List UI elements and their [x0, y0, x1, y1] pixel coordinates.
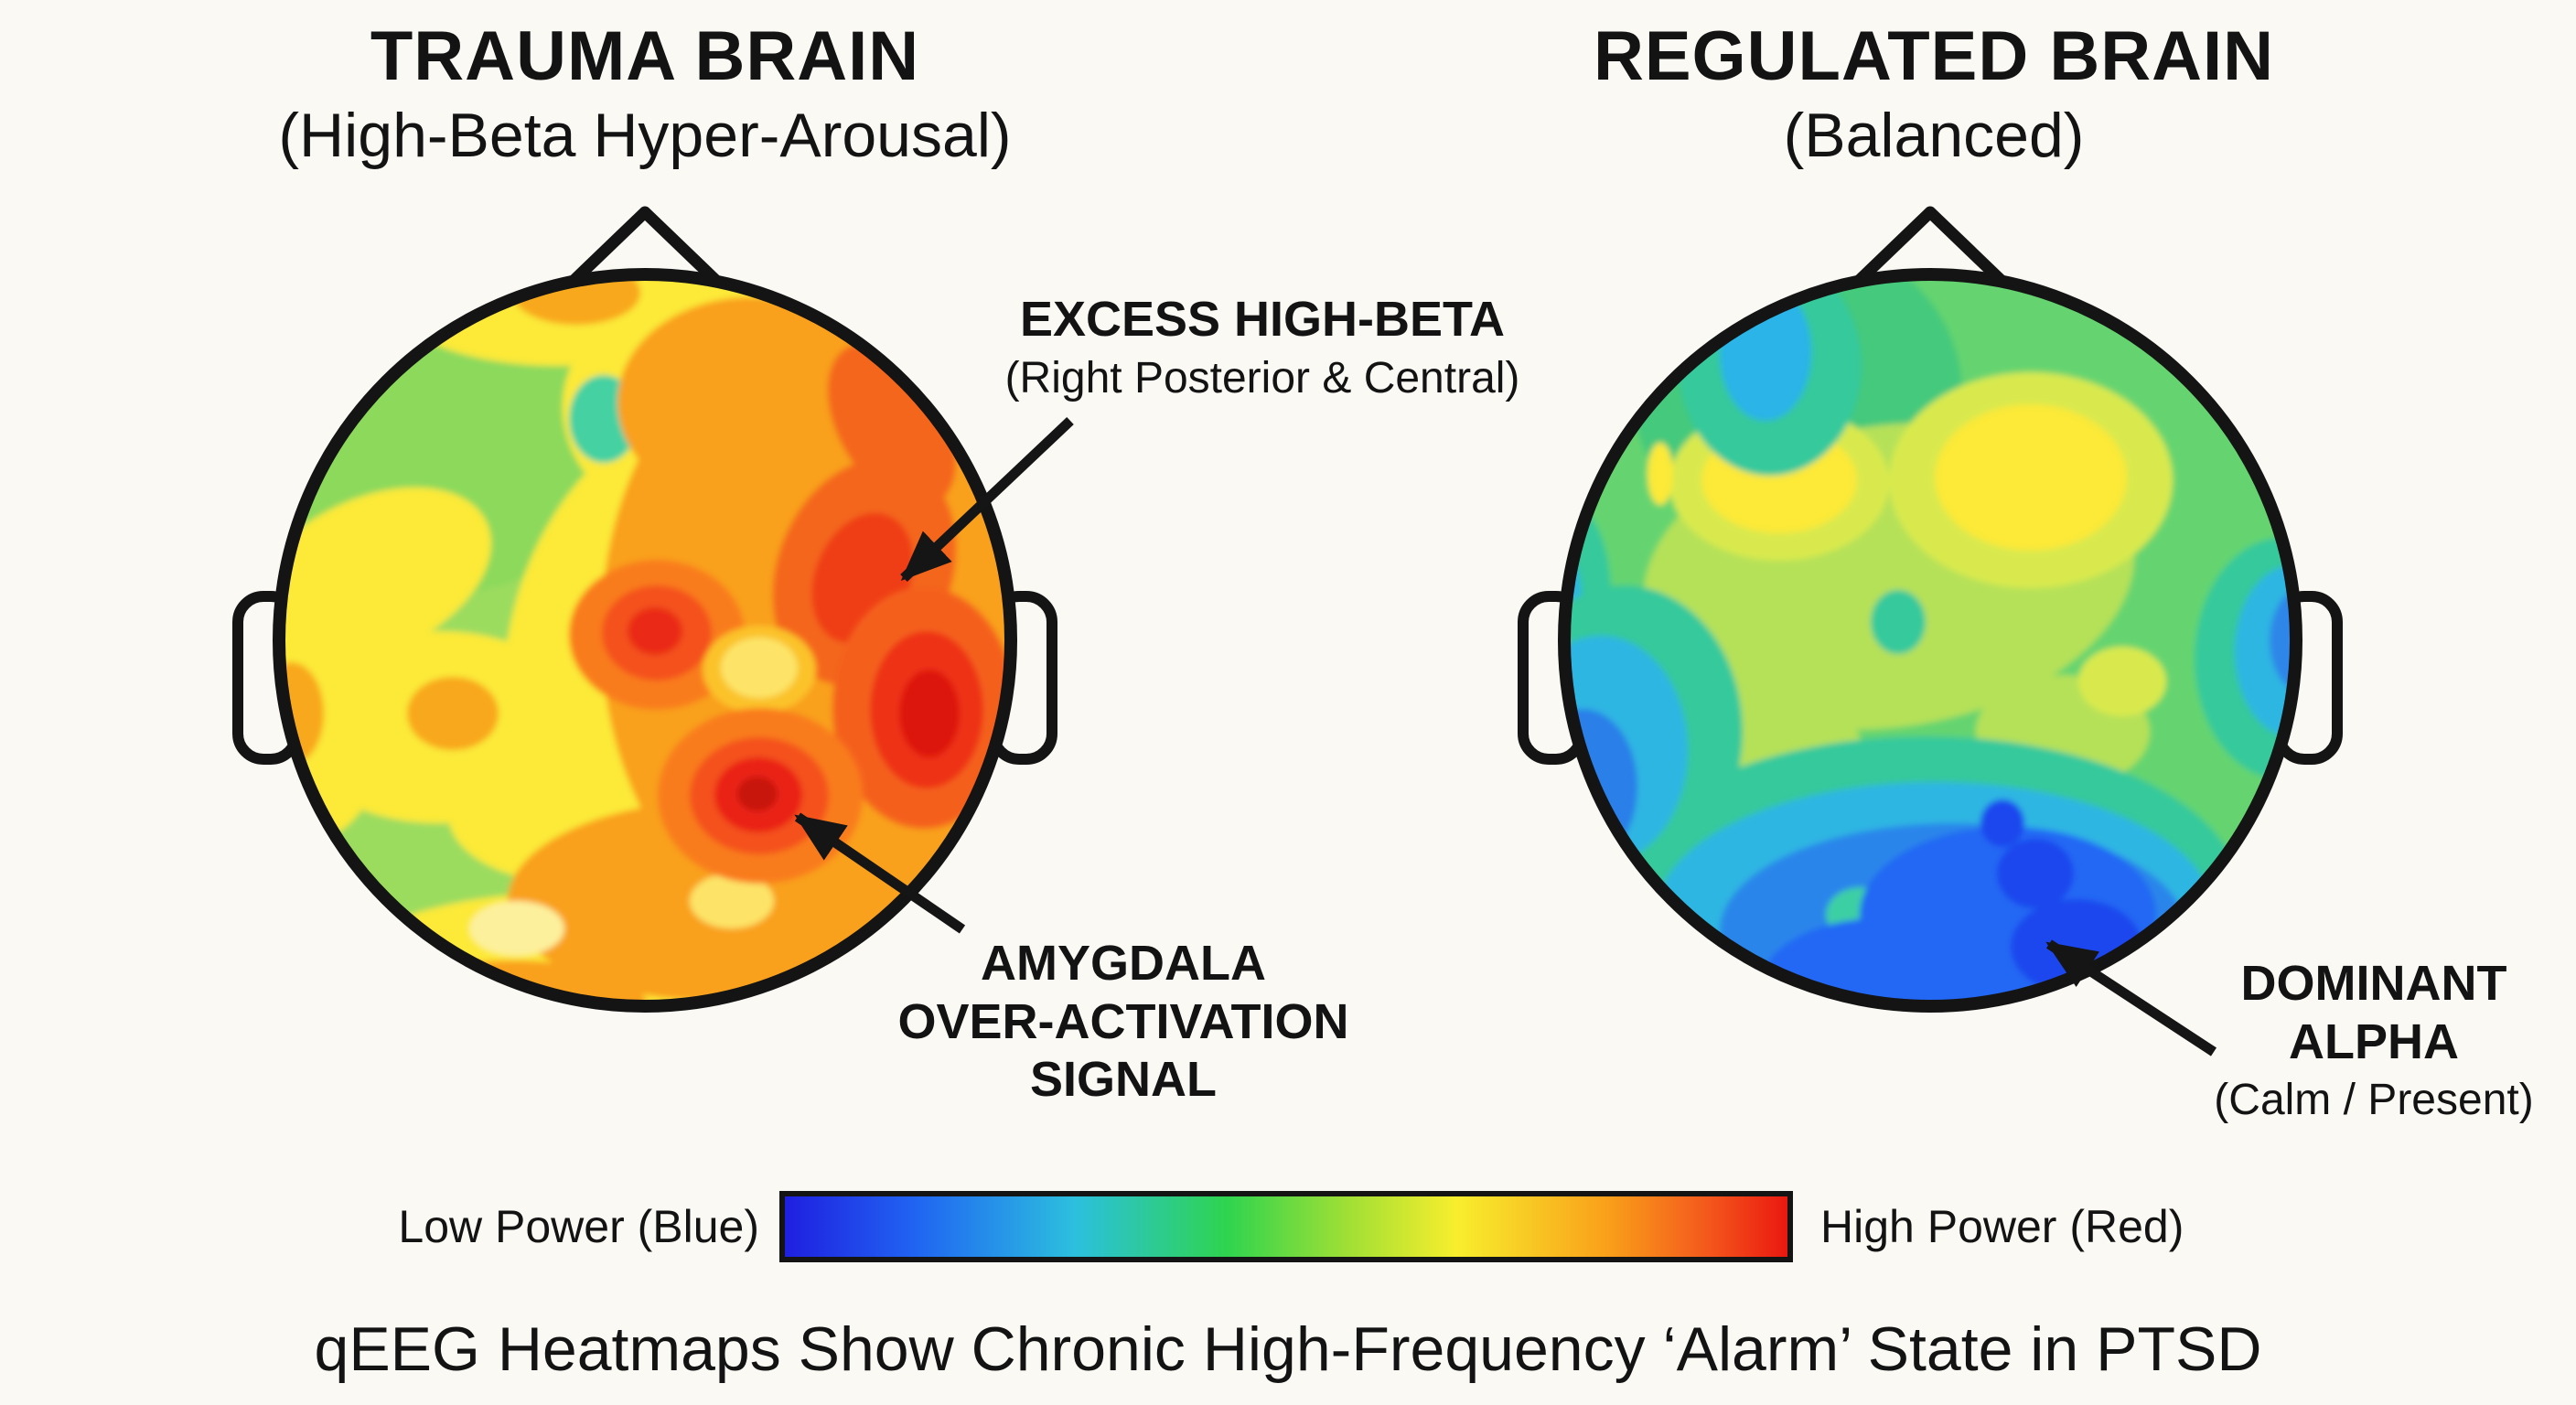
excess-high-beta-sublabel: (Right Posterior & Central)	[1004, 353, 1520, 402]
left-panel-title: TRAUMA BRAIN	[370, 17, 920, 95]
right-panel-subtitle: (Balanced)	[1783, 101, 2085, 170]
regulated-brain-heatmap	[1518, 206, 2343, 1013]
colorbar-high-label: High Power (Red)	[1820, 1201, 2184, 1252]
amygdala-hotspot	[658, 708, 863, 884]
regulated-heatmap-blobs	[1568, 278, 2292, 1003]
amygdala-label-line2: OVER-ACTIVATION	[897, 993, 1349, 1049]
left-panel-subtitle: (High-Beta Hyper-Arousal)	[278, 101, 1012, 170]
trauma-brain-heatmap	[232, 206, 1057, 1013]
dominant-alpha-label-line1: DOMINANT	[2240, 956, 2507, 1011]
dominant-alpha-sublabel: (Calm / Present)	[2214, 1076, 2534, 1125]
right-panel-title: REGULATED BRAIN	[1593, 17, 2274, 95]
head-outline	[273, 268, 1017, 1013]
nose-icon	[568, 206, 722, 286]
dominant-alpha-label-line2: ALPHA	[2289, 1014, 2459, 1069]
amygdala-annotation: AMYGDALA OVER-ACTIVATION SIGNAL	[849, 935, 1398, 1110]
dominant-alpha-annotation: DOMINANT ALPHA (Calm / Present)	[2145, 955, 2576, 1127]
figure-caption: qEEG Heatmaps Show Chronic High-Frequenc…	[314, 1314, 2262, 1384]
amygdala-label-line1: AMYGDALA	[981, 936, 1266, 991]
trauma-heatmap-blobs	[283, 278, 1007, 1003]
nose-icon	[1853, 206, 2007, 286]
colorbar-gradient	[779, 1191, 1793, 1262]
excess-high-beta-label: EXCESS HIGH-BETA	[1019, 292, 1506, 347]
excess-high-beta-annotation: EXCESS HIGH-BETA (Right Posterior & Cent…	[951, 291, 1573, 404]
head-outline	[1558, 268, 2302, 1013]
amygdala-label-line3: SIGNAL	[1029, 1052, 1217, 1108]
right-panel-title-block: REGULATED BRAIN (Balanced)	[1476, 17, 2391, 170]
colorbar-low-label: Low Power (Blue)	[398, 1201, 759, 1252]
left-panel-title-block: TRAUMA BRAIN (High-Beta Hyper-Arousal)	[188, 17, 1102, 170]
